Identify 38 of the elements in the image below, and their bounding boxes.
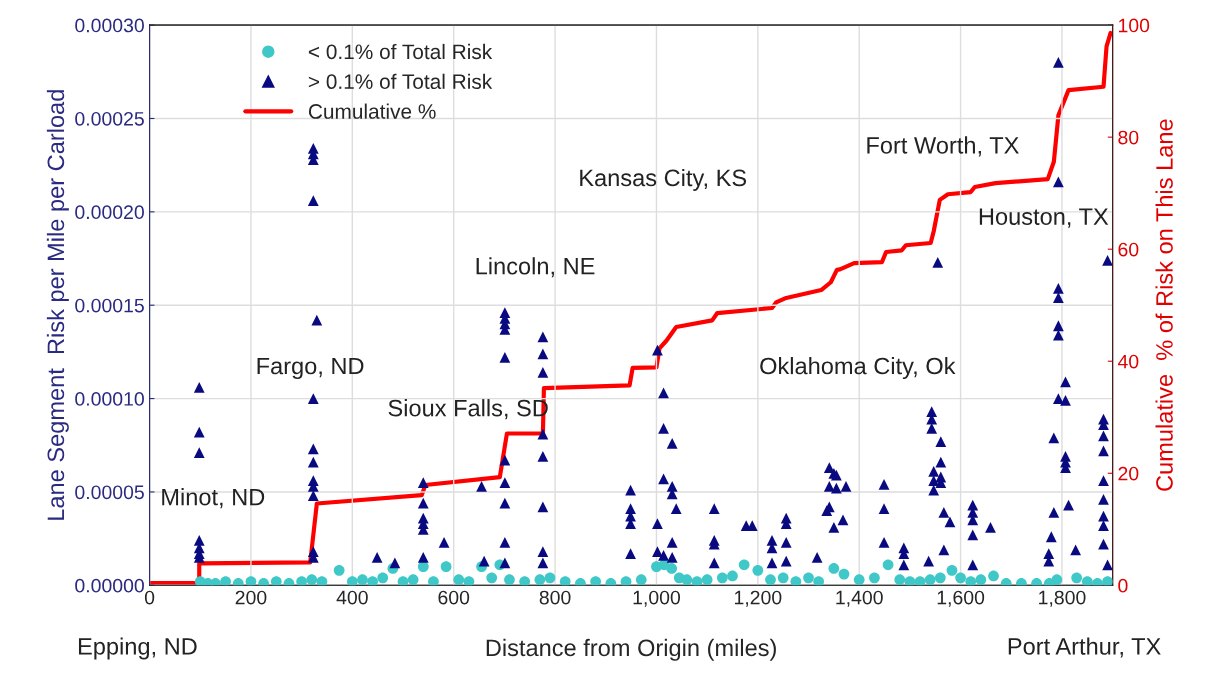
y2-tick-label: 20	[1118, 466, 1139, 481]
annotation: Houston, TX	[979, 208, 1109, 228]
x-tick-label: 600	[438, 590, 470, 605]
x-tick-label: 1,600	[937, 590, 985, 607]
y-tick-label: 0.00030	[75, 18, 144, 33]
x-tick-label: 1,800	[1039, 590, 1086, 607]
x-tick-label: 1,200	[734, 590, 782, 607]
x-tick-label: 1,000	[633, 590, 681, 607]
y-tick-label: 0.00005	[75, 485, 144, 500]
annotation: Minot, ND	[162, 488, 265, 509]
x-tick-label: 200	[235, 590, 267, 605]
y-axis-title: Lane Segment Risk per Mile per Carload	[46, 90, 69, 520]
y2-tick-label: 60	[1118, 242, 1139, 257]
y-tick-label: 0.00025	[75, 111, 144, 126]
y2-tick-label: 0	[1118, 578, 1128, 593]
y-tick-label: 0.00000	[75, 578, 144, 593]
x-tick-label: 1,400	[836, 590, 883, 607]
legend-label: > 0.1% of Total Risk	[308, 73, 493, 90]
text: Port Arthur, TX	[1008, 637, 1161, 658]
y2-tick-label: 40	[1117, 354, 1139, 369]
annotation: Fargo, ND	[257, 357, 364, 380]
legend-label: Cumulative %	[308, 103, 436, 119]
text: Epping, ND	[78, 637, 197, 660]
y-tick-label: 0.00020	[75, 205, 144, 220]
x-tick-label: 800	[539, 590, 571, 605]
annotation: Lincoln, NE	[476, 257, 595, 278]
y2-tick-label: 100	[1118, 18, 1150, 33]
x-tick-label: 0	[144, 590, 155, 605]
legend-label: < 0.1% of Total Risk	[308, 43, 493, 60]
x-tick-label: 400	[336, 590, 368, 605]
annotation: Oklahoma City, Ok	[760, 357, 956, 380]
y-tick-label: 0.00010	[75, 392, 144, 406]
annotation: Kansas City, KS	[580, 168, 747, 191]
y2-tick-label: 80	[1118, 130, 1139, 145]
x-axis-title: Distance from Origin (miles)	[486, 638, 776, 661]
y2-axis-title: Cumulative % of Risk on This Lane	[1155, 119, 1173, 491]
annotation: Fort Worth, TX	[867, 136, 1019, 157]
y-tick-label: 0.00015	[75, 298, 144, 313]
